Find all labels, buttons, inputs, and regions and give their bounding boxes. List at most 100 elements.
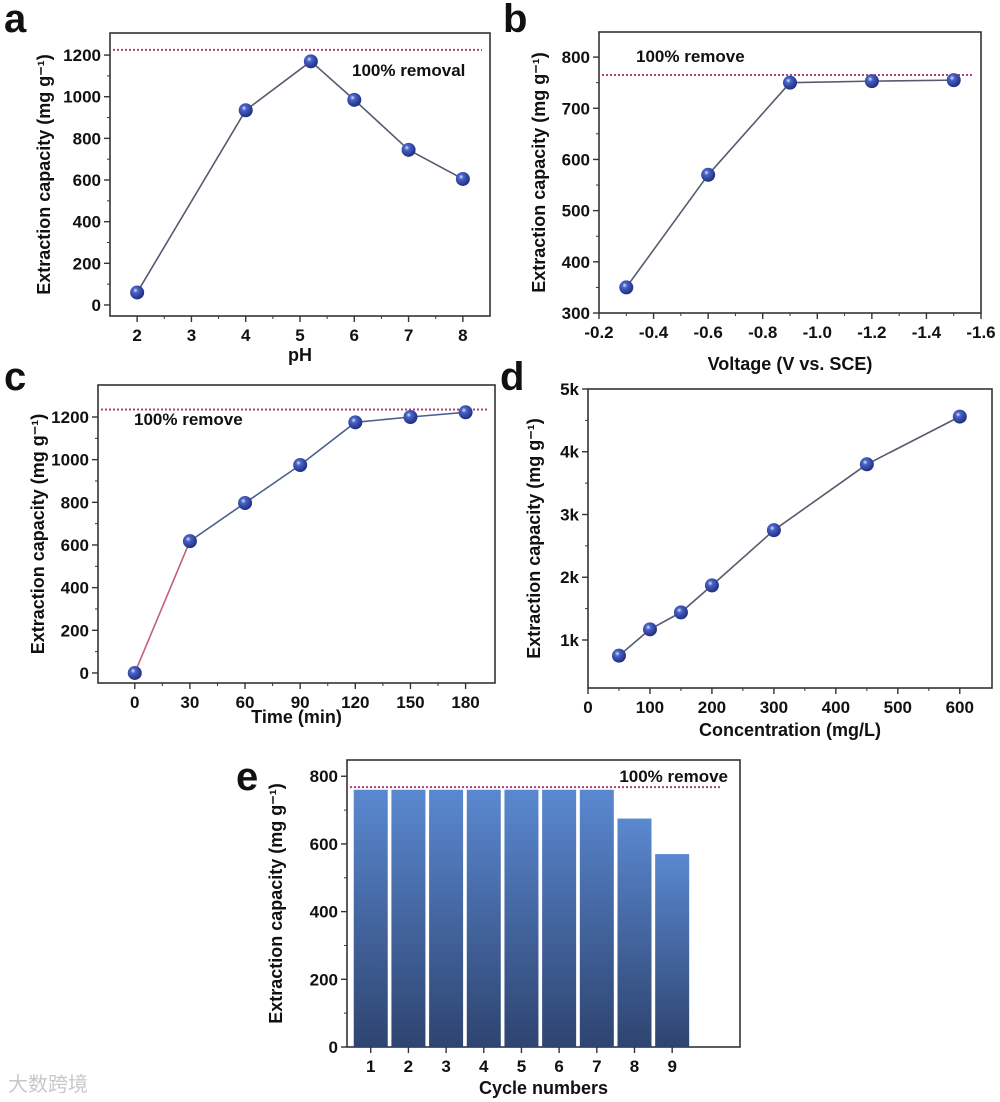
y-tick-label: 1k (560, 631, 579, 650)
data-point (293, 457, 308, 472)
data-point (673, 605, 688, 620)
x-tick-label: 8 (630, 1057, 639, 1076)
data-point (864, 74, 879, 89)
plot-frame (587, 388, 993, 689)
series-line-segment (410, 411, 466, 418)
x-tick-label: 150 (396, 693, 424, 712)
y-tick-label: 300 (562, 304, 590, 323)
series-line-segment (245, 60, 312, 111)
plot-frame (97, 384, 496, 684)
x-tick-label: 600 (946, 698, 974, 717)
x-tick-label: 120 (341, 693, 369, 712)
series-line-segment (244, 464, 301, 504)
y-tick-label: 400 (310, 903, 338, 922)
x-tick-label: -0.6 (693, 323, 722, 342)
y-tick-label: 800 (310, 767, 338, 786)
y-tick-label: 800 (73, 129, 101, 148)
series-line-segment (707, 82, 791, 176)
y-tick-label: 600 (61, 536, 89, 555)
panel-letter: e (236, 755, 258, 799)
y-axis-label: Extraction capacity (mg g⁻¹) (34, 54, 54, 295)
data-point (766, 523, 781, 538)
data-point (458, 405, 473, 420)
x-axis-label: Cycle numbers (479, 1078, 608, 1098)
data-point (182, 534, 197, 549)
data-point (619, 280, 634, 295)
x-tick-label: 500 (884, 698, 912, 717)
y-tick-label: 1000 (51, 451, 89, 470)
bar-cycle-8 (617, 818, 652, 1047)
series-line-segment (353, 99, 410, 151)
reference-label: 100% remove (134, 410, 243, 429)
reference-label: 100% removal (352, 61, 465, 80)
x-tick-label: 5 (295, 326, 304, 345)
data-point (303, 54, 318, 69)
y-tick-label: 800 (61, 493, 89, 512)
reference-label: 100% remove (636, 47, 745, 66)
x-axis-label: Time (min) (251, 707, 342, 727)
panel-a: a 0 200 400 600 800 1000 1200 2 3 4 5 6 7 8 pH Extractio… (4, 0, 491, 365)
y-tick-label: 200 (61, 621, 89, 640)
x-tick-label: -1.6 (966, 323, 995, 342)
x-tick-label: 4 (241, 326, 251, 345)
y-tick-label: 3k (560, 505, 579, 524)
panel-letter: d (500, 355, 524, 399)
series-line-segment (189, 502, 246, 542)
y-tick-label: 400 (562, 253, 590, 272)
bar-cycle-9 (655, 854, 690, 1047)
x-tick-label: 0 (130, 693, 139, 712)
y-tick-label: 4k (560, 443, 579, 462)
panel-d: d 1k 2k 3k 4k 5k 0 100 200 300 400 500 600 Concentrat… (500, 355, 993, 740)
data-point (701, 167, 716, 182)
y-axis-label: Extraction capacity (mg g⁻¹) (266, 783, 286, 1024)
panel-e: e 0 200 400 600 800 1 2 3 4 5 6 7 8 9 Cycle numbers Extr… (236, 755, 741, 1098)
y-axis-label: Extraction capacity (mg g⁻¹) (524, 418, 544, 659)
y-tick-label: 500 (562, 202, 590, 221)
x-tick-label: 6 (350, 326, 359, 345)
panel-letter: c (4, 355, 26, 399)
x-tick-label: -0.4 (639, 323, 669, 342)
data-point (783, 75, 797, 90)
x-axis-label: Concentration (mg/L) (699, 720, 881, 740)
data-point (238, 103, 253, 118)
series-line-segment (134, 540, 191, 674)
x-tick-label: 5 (517, 1057, 526, 1076)
y-axis-label: Extraction capacity (mg g⁻¹) (28, 414, 48, 655)
series-line-segment (408, 149, 464, 180)
y-tick-label: 600 (310, 835, 338, 854)
x-tick-label: 300 (760, 698, 788, 717)
y-tick-label: 0 (329, 1038, 338, 1057)
series-line-segment (299, 421, 356, 466)
series-line-segment (310, 60, 355, 101)
x-tick-label: 6 (554, 1057, 563, 1076)
data-point (952, 409, 967, 424)
bar-cycle-5 (504, 789, 539, 1047)
bar-cycle-3 (429, 789, 464, 1047)
x-tick-label: 30 (180, 693, 199, 712)
series-line-segment (136, 109, 247, 293)
series-line-segment (773, 463, 868, 531)
series-line-segment (866, 415, 961, 466)
x-tick-label: 7 (404, 326, 413, 345)
x-tick-label: -0.8 (748, 323, 777, 342)
series-line-segment (711, 529, 775, 587)
y-tick-label: 600 (562, 150, 590, 169)
panel-letter: b (503, 0, 527, 41)
x-tick-label: 200 (698, 698, 726, 717)
y-tick-label: 2k (560, 568, 579, 587)
data-point (130, 285, 145, 300)
x-tick-label: 8 (458, 326, 467, 345)
x-tick-label: -1.2 (857, 323, 886, 342)
x-axis-label: pH (288, 345, 312, 365)
data-point (238, 495, 253, 510)
bar-cycle-6 (542, 789, 577, 1047)
data-point (401, 142, 416, 157)
data-point (611, 648, 626, 663)
y-tick-label: 1000 (63, 88, 101, 107)
bar-cycle-2 (391, 789, 426, 1047)
x-tick-label: 9 (667, 1057, 676, 1076)
data-point (859, 457, 874, 472)
x-tick-label: 180 (451, 693, 479, 712)
x-axis-label: Voltage (V vs. SCE) (708, 354, 873, 374)
